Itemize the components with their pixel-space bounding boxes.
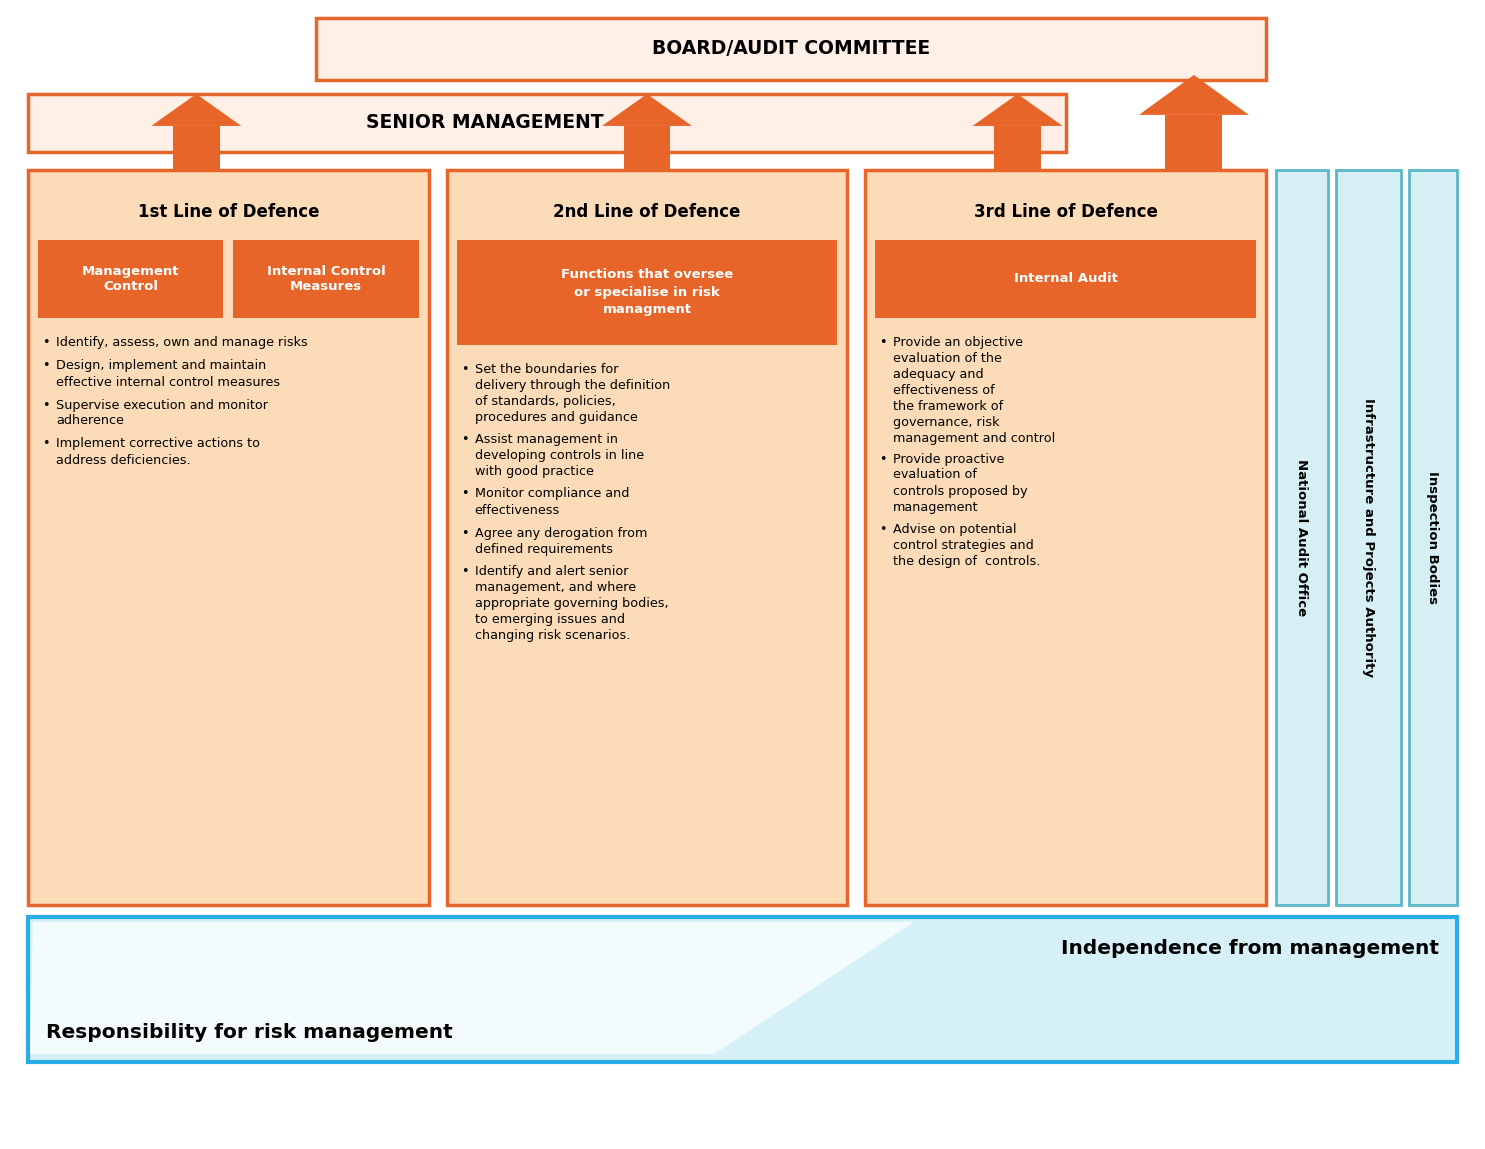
Bar [875, 240, 1256, 318]
Text: Supervise execution and monitor
adherence: Supervise execution and monitor adherenc… [56, 399, 267, 427]
Text: Internal Audit: Internal Audit [1014, 272, 1118, 285]
Bar [1166, 115, 1222, 170]
Text: •: • [460, 487, 468, 501]
Bar [624, 126, 670, 170]
Text: Management
Control: Management Control [82, 265, 180, 293]
Text: Identify, assess, own and manage risks: Identify, assess, own and manage risks [56, 336, 307, 349]
Bar [233, 240, 419, 318]
Text: •: • [879, 523, 887, 535]
Bar [993, 126, 1041, 170]
Text: •: • [460, 565, 468, 578]
Text: Inspection Bodies: Inspection Bodies [1427, 471, 1439, 604]
Text: BOARD/AUDIT COMMITTEE: BOARD/AUDIT COMMITTEE [652, 39, 930, 59]
Bar [1276, 170, 1328, 905]
Text: •: • [42, 399, 49, 411]
Bar [1409, 170, 1457, 905]
Polygon shape [1139, 75, 1249, 115]
Text: Provide proactive
evaluation of
controls proposed by
management: Provide proactive evaluation of controls… [894, 453, 1028, 514]
Bar [28, 170, 429, 905]
Text: •: • [42, 360, 49, 372]
Text: •: • [879, 336, 887, 349]
Text: •: • [42, 336, 49, 349]
Text: Design, implement and maintain
effective internal control measures: Design, implement and maintain effective… [56, 360, 281, 388]
Text: Infrastructure and Projects Authority: Infrastructure and Projects Authority [1362, 398, 1375, 677]
Bar [39, 240, 223, 318]
Text: •: • [460, 363, 468, 376]
Text: •: • [879, 453, 887, 465]
Bar [28, 94, 1066, 152]
Polygon shape [151, 94, 241, 126]
Polygon shape [30, 921, 913, 1054]
Text: 1st Line of Defence: 1st Line of Defence [138, 203, 319, 221]
Bar [457, 240, 838, 345]
Text: National Audit Office: National Audit Office [1295, 458, 1308, 616]
Text: Internal Control
Measures: Internal Control Measures [267, 265, 386, 293]
Text: Implement corrective actions to
address deficiencies.: Implement corrective actions to address … [56, 438, 260, 466]
Text: Functions that oversee
or specialise in risk
managment: Functions that oversee or specialise in … [561, 269, 734, 316]
Text: •: • [460, 433, 468, 446]
Text: Responsibility for risk management: Responsibility for risk management [46, 1023, 453, 1041]
Text: SENIOR MANAGEMENT: SENIOR MANAGEMENT [365, 114, 603, 132]
Text: 3rd Line of Defence: 3rd Line of Defence [974, 203, 1158, 221]
Text: •: • [460, 526, 468, 540]
Text: Agree any derogation from
defined requirements: Agree any derogation from defined requir… [475, 526, 647, 555]
Text: Monitor compliance and
effectiveness: Monitor compliance and effectiveness [475, 487, 630, 517]
Text: Provide an objective
evaluation of the
adequacy and
effectiveness of
the framewo: Provide an objective evaluation of the a… [894, 336, 1056, 445]
Bar [316, 18, 1267, 80]
Bar [172, 126, 220, 170]
Text: 2nd Line of Defence: 2nd Line of Defence [554, 203, 741, 221]
Text: •: • [42, 438, 49, 450]
Polygon shape [973, 94, 1063, 126]
Polygon shape [601, 94, 692, 126]
Text: Set the boundaries for
delivery through the definition
of standards, policies,
p: Set the boundaries for delivery through … [475, 363, 670, 424]
Text: Advise on potential
control strategies and
the design of  controls.: Advise on potential control strategies a… [894, 523, 1041, 568]
Bar [28, 917, 1457, 1062]
Bar [866, 170, 1267, 905]
Text: Identify and alert senior
management, and where
appropriate governing bodies,
to: Identify and alert senior management, an… [475, 565, 668, 642]
Text: Assist management in
developing controls in line
with good practice: Assist management in developing controls… [475, 433, 644, 478]
Text: Independence from management: Independence from management [1060, 940, 1439, 958]
Bar [447, 170, 848, 905]
Bar [1336, 170, 1400, 905]
